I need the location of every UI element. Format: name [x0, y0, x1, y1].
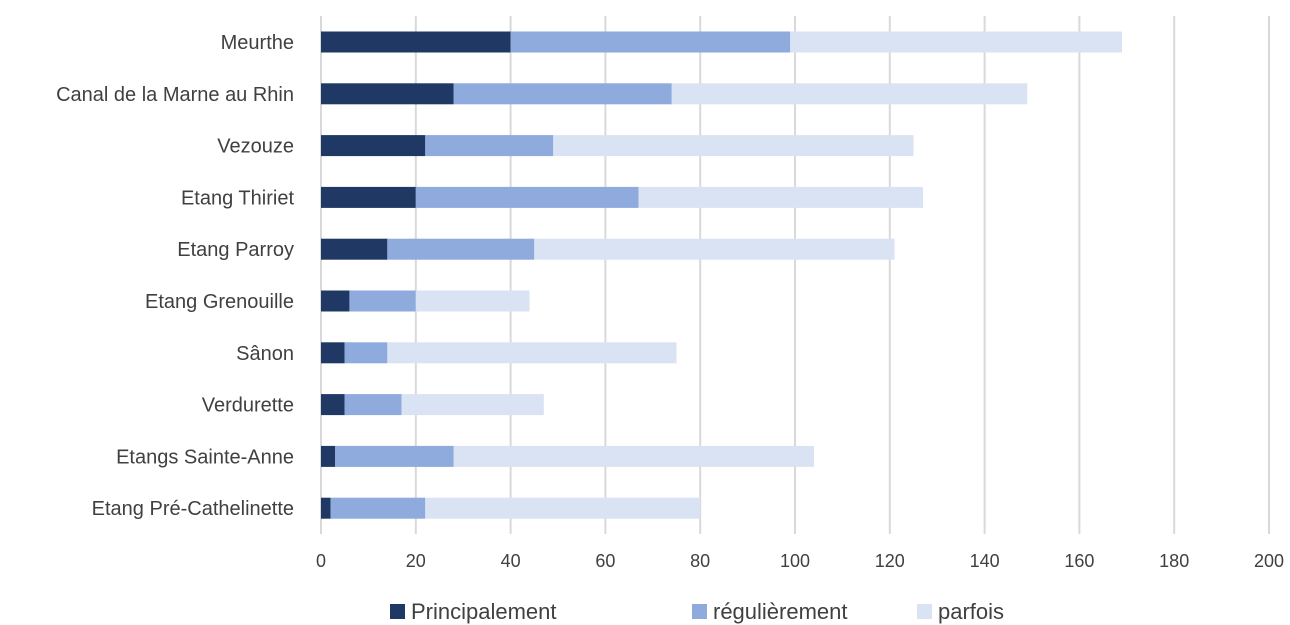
legend-label: parfois — [938, 599, 1004, 624]
x-tick-label: 140 — [970, 551, 1000, 571]
bar-segment-r-guli-rement — [425, 135, 554, 157]
bar-segment-principalement — [321, 31, 511, 53]
bar-segment-principalement — [321, 83, 454, 105]
x-tick-label: 80 — [690, 551, 710, 571]
category-label: Etang Thiriet — [181, 187, 294, 209]
x-tick-label: 200 — [1254, 551, 1284, 571]
bar-segment-parfois — [453, 445, 814, 467]
legend-swatch — [692, 604, 707, 619]
category-label: Meurthe — [221, 32, 294, 54]
bar-segment-principalement — [321, 186, 416, 208]
bar-segment-r-guli-rement — [387, 238, 535, 260]
category-label: Etang Parroy — [177, 239, 294, 261]
bar-segment-principalement — [321, 135, 426, 157]
category-label: Vezouze — [217, 136, 294, 158]
category-label: Canal de la Marne au Rhin — [56, 84, 294, 106]
bar-segment-parfois — [534, 238, 895, 260]
category-label: Etang Grenouille — [145, 291, 294, 313]
bar-segment-r-guli-rement — [349, 290, 416, 312]
legend-label: Principalement — [411, 599, 557, 624]
x-tick-label: 120 — [875, 551, 905, 571]
bar-segment-principalement — [321, 497, 331, 519]
bar-segment-r-guli-rement — [335, 445, 454, 467]
bar-segment-parfois — [790, 31, 1123, 53]
category-label: Etang Pré-Cathelinette — [92, 498, 294, 520]
x-axis-ticks: 0 20 40 60 80 100 120 140 160 180 200 — [316, 551, 1284, 571]
legend-swatch — [917, 604, 932, 619]
category-label: Etangs Sainte-Anne — [116, 446, 294, 468]
x-tick-label: 100 — [780, 551, 810, 571]
legend: Principalement régulièrement parfois — [390, 599, 1004, 624]
bar-segment-r-guli-rement — [510, 31, 791, 53]
bar-segment-principalement — [321, 290, 350, 312]
category-label: Verdurette — [202, 395, 294, 417]
legend-label: régulièrement — [713, 599, 848, 624]
x-tick-label: 40 — [501, 551, 521, 571]
bar-segment-principalement — [321, 394, 345, 416]
bar-segment-r-guli-rement — [344, 394, 402, 416]
x-tick-label: 0 — [316, 551, 326, 571]
bar-segment-r-guli-rement — [344, 342, 388, 364]
bar-segment-principalement — [321, 238, 388, 260]
category-labels: Meurthe Canal de la Marne au Rhin Vezouze E… — [56, 32, 294, 520]
bar-segment-parfois — [671, 83, 1028, 105]
bar-segment-parfois — [401, 394, 544, 416]
bar-segment-parfois — [553, 135, 914, 157]
category-label: Sânon — [236, 343, 294, 365]
bar-segment-r-guli-rement — [415, 186, 639, 208]
bar-segment-principalement — [321, 342, 345, 364]
bar-segment-r-guli-rement — [330, 497, 426, 519]
bar-segment-parfois — [387, 342, 677, 364]
x-tick-label: 160 — [1064, 551, 1094, 571]
bars — [321, 31, 1123, 519]
bar-segment-principalement — [321, 445, 336, 467]
x-tick-label: 180 — [1159, 551, 1189, 571]
bar-segment-parfois — [415, 290, 530, 312]
x-tick-label: 20 — [406, 551, 426, 571]
legend-swatch — [390, 604, 405, 619]
x-tick-label: 60 — [595, 551, 615, 571]
bar-segment-parfois — [425, 497, 701, 519]
bar-segment-r-guli-rement — [453, 83, 672, 105]
bar-segment-parfois — [638, 186, 923, 208]
